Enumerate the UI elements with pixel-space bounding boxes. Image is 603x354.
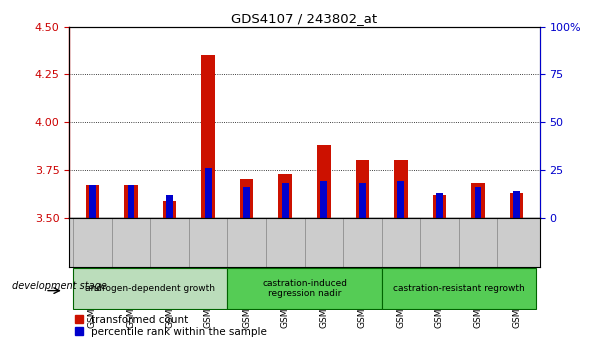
Bar: [472, 183, 485, 218]
Bar: [282, 183, 289, 218]
Bar: [359, 183, 366, 218]
Text: castration-resistant regrowth: castration-resistant regrowth: [393, 284, 525, 293]
Bar: [163, 201, 176, 218]
Bar: [317, 145, 330, 218]
Bar: [73, 268, 227, 309]
Text: castration-induced
regression nadir: castration-induced regression nadir: [262, 279, 347, 298]
Bar: [320, 181, 327, 218]
Legend: transformed count, percentile rank within the sample: transformed count, percentile rank withi…: [75, 315, 267, 337]
Bar: [201, 55, 215, 218]
Bar: [356, 160, 369, 218]
Bar: [436, 193, 443, 218]
Bar: [433, 195, 446, 218]
Bar: [128, 185, 134, 218]
Bar: [279, 174, 292, 218]
Bar: [204, 168, 212, 218]
Text: development stage: development stage: [13, 281, 107, 291]
Bar: [394, 160, 408, 218]
Bar: [240, 179, 253, 218]
Bar: [124, 185, 137, 218]
Bar: [510, 193, 523, 218]
Bar: [89, 185, 96, 218]
Bar: [475, 187, 481, 218]
Text: androgen-dependent growth: androgen-dependent growth: [85, 284, 215, 293]
Bar: [382, 268, 536, 309]
Bar: [513, 191, 520, 218]
Bar: [243, 187, 250, 218]
Bar: [166, 195, 173, 218]
Title: GDS4107 / 243802_at: GDS4107 / 243802_at: [232, 12, 377, 25]
Bar: [86, 185, 99, 218]
Bar: [227, 268, 382, 309]
Bar: [397, 181, 405, 218]
